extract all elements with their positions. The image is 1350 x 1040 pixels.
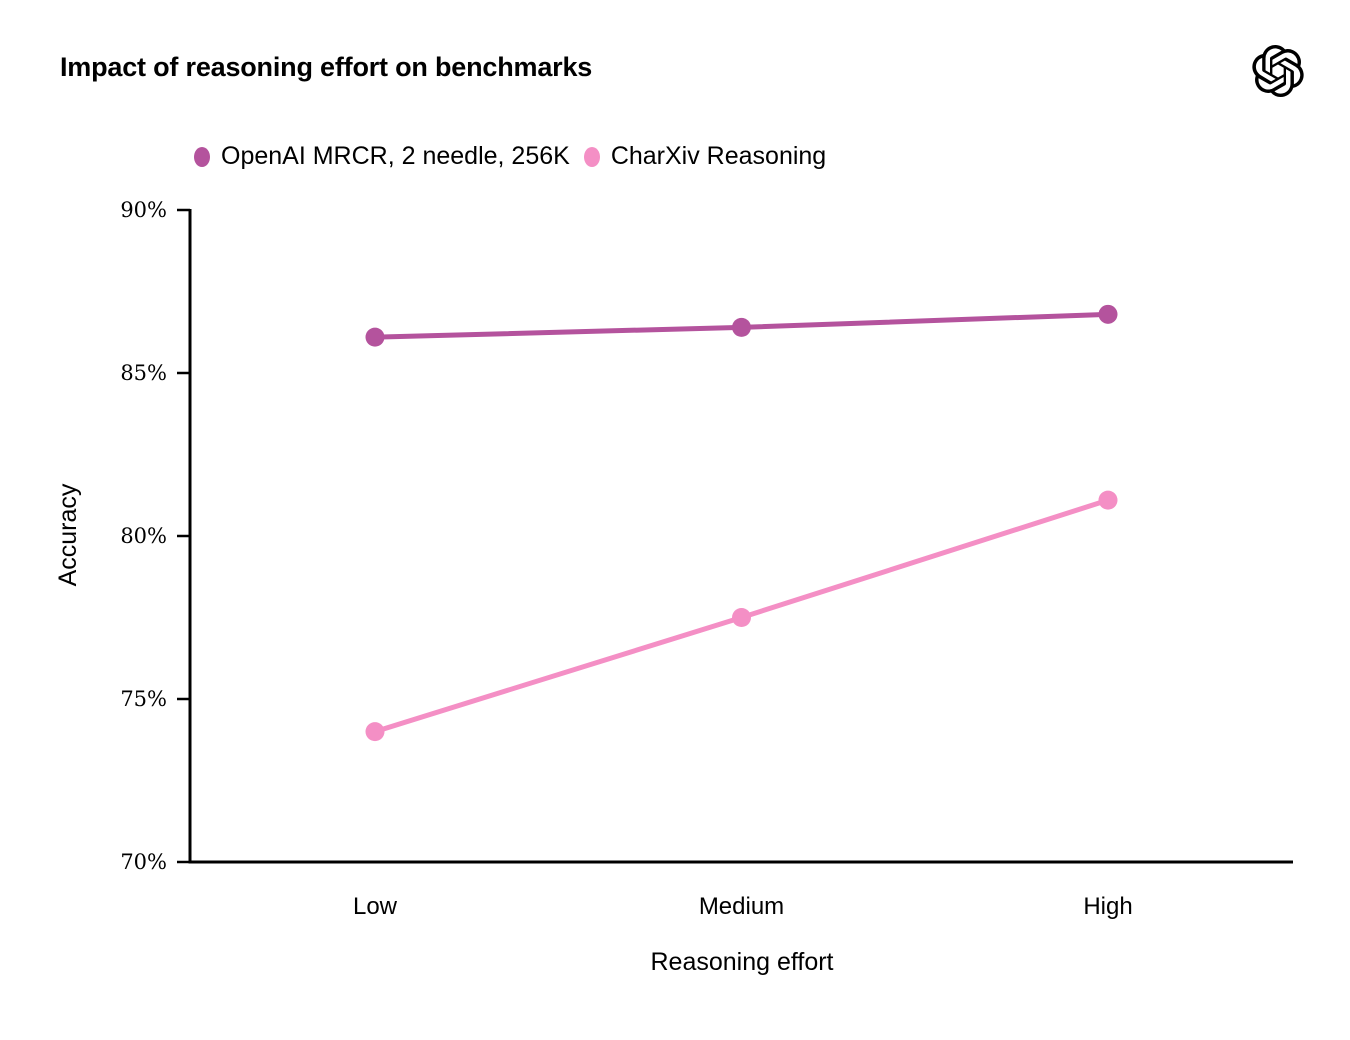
y-tick-label: 75% (120, 687, 167, 711)
legend-label-mrcr: OpenAI MRCR, 2 needle, 256K (221, 142, 570, 170)
x-axis-title: Reasoning effort (650, 948, 834, 976)
x-tick-label: Low (353, 893, 398, 920)
x-tick-label: High (1083, 893, 1132, 920)
y-tick-label: 90% (120, 198, 167, 222)
x-tick-label: Medium (699, 893, 784, 920)
data-point-0-2 (1098, 304, 1118, 324)
y-tick-label: 85% (120, 361, 167, 385)
data-point-0-0 (365, 327, 385, 347)
data-point-1-0 (365, 722, 385, 742)
legend-marker-mrcr-icon (194, 146, 210, 167)
data-point-1-2 (1098, 490, 1118, 510)
y-tick-label: 70% (120, 850, 167, 874)
legend-marker-charxiv-icon (583, 146, 600, 167)
openai-logo-icon (1252, 45, 1304, 97)
y-tick-label: 80% (120, 524, 167, 548)
legend: OpenAI MRCR, 2 needle, 256K CharXiv Reas… (194, 142, 826, 171)
data-point-0-1 (732, 317, 751, 337)
legend-item-charxiv: CharXiv Reasoning (583, 142, 827, 171)
chart-title: Impact of reasoning effort on benchmarks (60, 52, 593, 82)
legend-item-mrcr: OpenAI MRCR, 2 needle, 256K (194, 142, 570, 171)
data-point-1-1 (732, 608, 751, 627)
legend-label-charxiv: CharXiv Reasoning (610, 142, 827, 170)
